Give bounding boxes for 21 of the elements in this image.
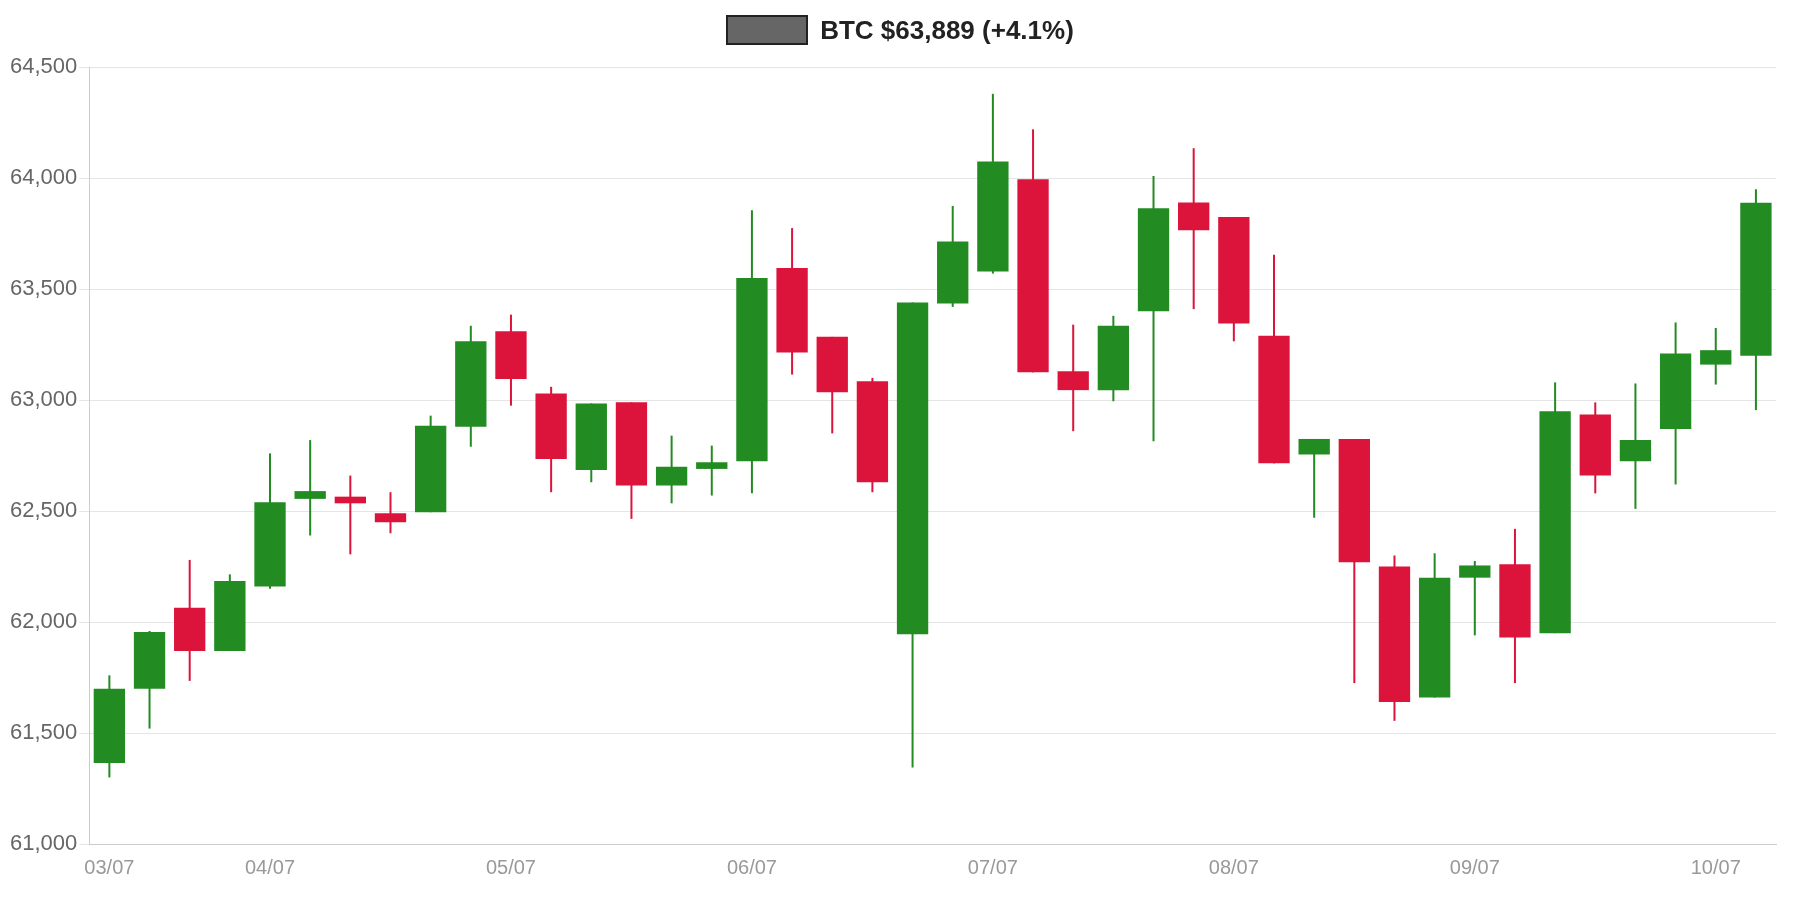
y-tick-label: 62,000	[9, 608, 78, 634]
x-tick-label: 10/07	[1690, 855, 1741, 878]
x-tick-label: 04/07	[244, 855, 296, 878]
x-tick-label: 06/07	[726, 855, 777, 878]
candlestick	[294, 439, 326, 537]
y-tick-label: 61,000	[9, 830, 78, 856]
x-tick-label: 05/07	[485, 855, 536, 878]
x-tick-label: 08/07	[1208, 855, 1259, 878]
y-tick-label: 63,000	[9, 386, 78, 412]
y-tick-label: 63,500	[9, 275, 78, 301]
candlestick	[374, 491, 407, 535]
x-tick-label: 09/07	[1449, 855, 1500, 878]
x-tick-label: 03/07	[84, 855, 135, 878]
x-tick-label: 07/07	[967, 855, 1018, 878]
candlestick	[696, 444, 728, 497]
y-tick-label: 61,500	[9, 719, 78, 745]
y-tick-label: 64,000	[9, 164, 78, 190]
candlestick	[1459, 560, 1491, 637]
text: BTC $63,889 (+4.1%)	[820, 14, 1074, 46]
y-tick-label: 62,500	[9, 497, 78, 523]
y-tick-label: 64,500	[9, 53, 78, 79]
